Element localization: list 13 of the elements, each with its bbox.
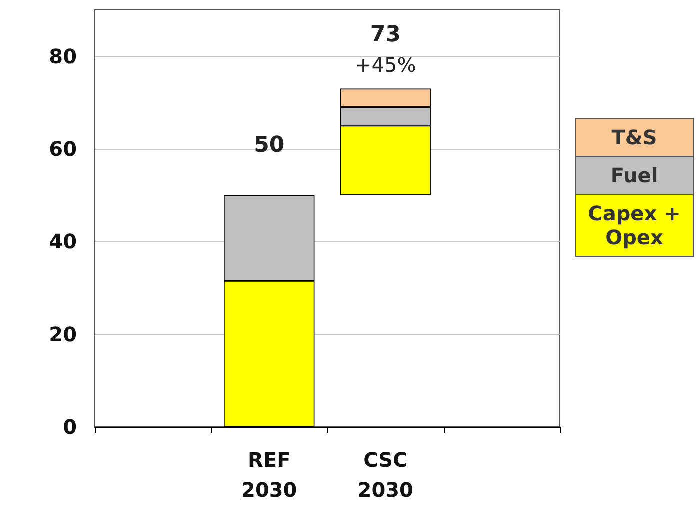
text: Fuel	[610, 164, 658, 188]
y-tick-label: 80	[49, 44, 77, 68]
y-tick-label: 0	[63, 415, 77, 439]
text: T&S	[612, 126, 658, 150]
y-tick-label: 40	[49, 230, 77, 254]
x-tick-label: CSC 2030	[358, 448, 414, 502]
annotation: 73	[370, 22, 401, 48]
text: Capex + Opex	[588, 202, 681, 250]
y-tick-label: 60	[49, 137, 77, 161]
x-tick-label: REF 2030	[242, 448, 298, 502]
y-tick-label: 20	[49, 322, 77, 346]
annotation: +45%	[355, 52, 416, 77]
annotation: 50	[254, 132, 285, 158]
